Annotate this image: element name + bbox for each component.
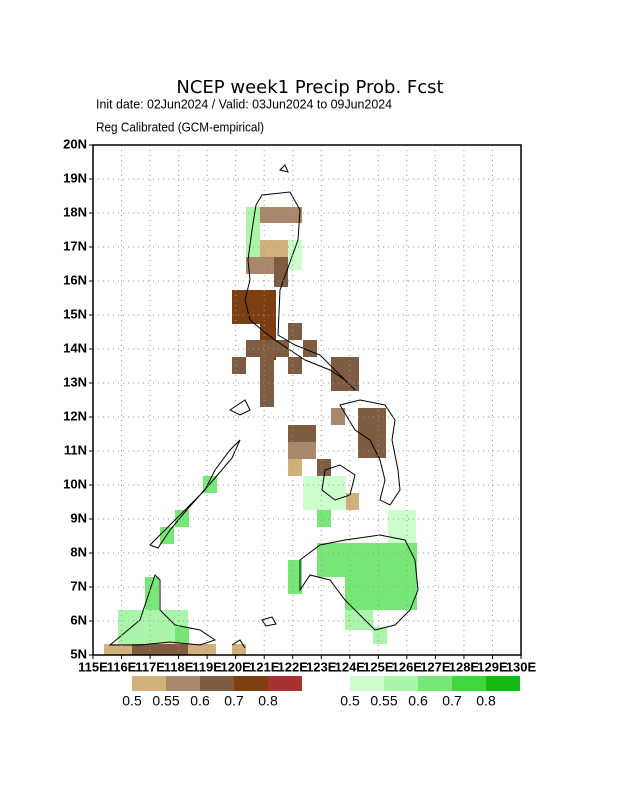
x-tick-label: 123E bbox=[306, 659, 337, 674]
y-tick-label: 8N bbox=[70, 544, 87, 559]
y-tick-label: 13N bbox=[63, 374, 87, 389]
legend-label: 0.5 bbox=[122, 693, 142, 709]
x-tick-label: 121E bbox=[249, 659, 280, 674]
legend: 0.5 0.55 0.6 0.7 0.8 0.5 0.55 0.6 0.7 0.8 bbox=[122, 676, 520, 709]
axis-ticks: 115E116E117E118E119E120E121E122E123E124E… bbox=[63, 136, 536, 674]
y-tick-label: 10N bbox=[63, 476, 87, 491]
legend-swatch bbox=[350, 676, 384, 691]
legend-swatch bbox=[384, 676, 418, 691]
x-tick-label: 115E bbox=[78, 659, 108, 674]
legend-label: 0.8 bbox=[258, 693, 278, 709]
y-tick-label: 15N bbox=[63, 306, 87, 321]
legend-swatch bbox=[418, 676, 452, 691]
legend-swatch bbox=[486, 676, 520, 691]
legend-label: 0.55 bbox=[370, 693, 397, 709]
legend-label: 0.7 bbox=[442, 693, 462, 709]
subtitle: Reg Calibrated (GCM-empirical) bbox=[96, 119, 264, 134]
legend-swatch bbox=[200, 676, 234, 691]
x-tick-label: 129E bbox=[477, 659, 508, 674]
y-tick-label: 19N bbox=[63, 170, 87, 185]
y-tick-label: 12N bbox=[63, 408, 87, 423]
graticule bbox=[92, 144, 522, 656]
x-tick-label: 120E bbox=[220, 659, 251, 674]
title: NCEP week1 Precip Prob. Fcst bbox=[176, 77, 443, 98]
legend-label: 0.5 bbox=[340, 693, 360, 709]
x-tick-label: 116E bbox=[107, 659, 137, 674]
legend-label: 0.8 bbox=[476, 693, 496, 709]
x-tick-label: 117E bbox=[135, 659, 165, 674]
legend-swatch bbox=[234, 676, 268, 691]
legend-label: 0.55 bbox=[152, 693, 179, 709]
y-tick-label: 20N bbox=[63, 136, 87, 151]
y-tick-label: 6N bbox=[70, 612, 87, 627]
subtitle: Init date: 02Jun2024 / Valid: 03Jun2024 … bbox=[96, 96, 392, 111]
legend-label: 0.6 bbox=[190, 693, 210, 709]
legend-swatch bbox=[166, 676, 200, 691]
map-frame bbox=[92, 144, 522, 656]
y-tick-label: 18N bbox=[63, 204, 87, 219]
legend-swatch bbox=[268, 676, 302, 691]
y-tick-label: 9N bbox=[70, 510, 87, 525]
y-tick-label: 7N bbox=[70, 578, 87, 593]
y-tick-label: 16N bbox=[63, 272, 87, 287]
legend-label: 0.7 bbox=[224, 693, 244, 709]
x-tick-label: 118E bbox=[164, 659, 194, 674]
x-tick-label: 119E bbox=[192, 659, 222, 674]
legend-swatch bbox=[452, 676, 486, 691]
x-tick-label: 127E bbox=[420, 659, 451, 674]
y-tick-label: 5N bbox=[70, 646, 87, 661]
x-tick-label: 128E bbox=[449, 659, 480, 674]
x-tick-label: 130E bbox=[506, 659, 537, 674]
x-tick-label: 125E bbox=[363, 659, 394, 674]
x-tick-label: 124E bbox=[335, 659, 366, 674]
coastline bbox=[108, 164, 419, 649]
y-tick-label: 11N bbox=[64, 442, 87, 457]
y-tick-label: 17N bbox=[63, 238, 87, 253]
legend-label: 0.6 bbox=[408, 693, 428, 709]
y-tick-label: 14N bbox=[63, 340, 87, 355]
x-tick-label: 126E bbox=[392, 659, 423, 674]
x-tick-label: 122E bbox=[278, 659, 309, 674]
legend-swatch bbox=[132, 676, 166, 691]
